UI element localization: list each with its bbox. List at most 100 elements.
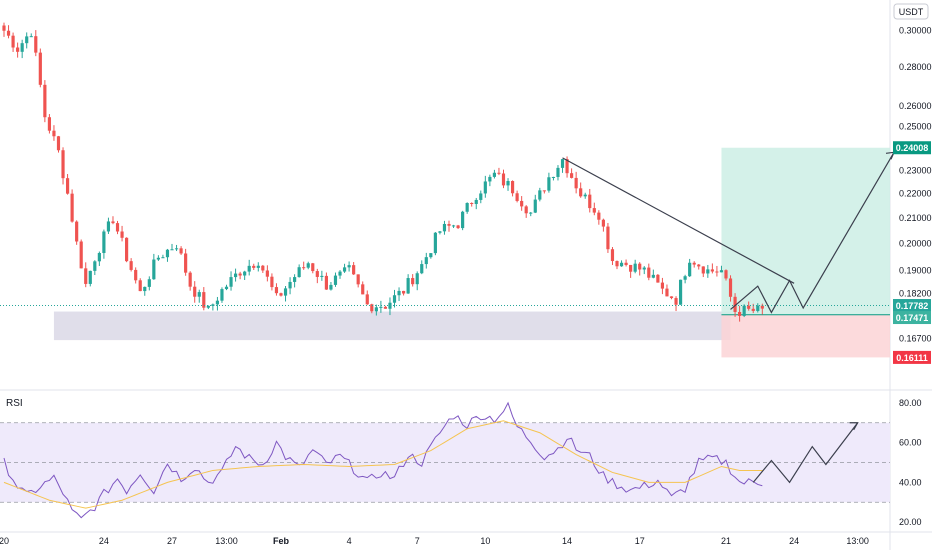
candle — [38, 48, 42, 88]
candle-body — [333, 275, 338, 285]
candle — [6, 25, 11, 39]
rsi-projection-path — [752, 422, 859, 484]
candle-body — [56, 136, 61, 151]
candle-body — [261, 265, 265, 271]
candle — [279, 292, 283, 297]
candle — [588, 188, 592, 213]
candle — [624, 259, 628, 267]
candle — [152, 253, 156, 280]
candle-body — [47, 117, 51, 131]
candle — [442, 220, 447, 235]
candle — [574, 171, 578, 194]
candle-body — [756, 305, 760, 311]
candle-body — [433, 232, 437, 254]
price-badge-bg — [893, 299, 931, 313]
candle-body — [701, 266, 705, 274]
candle-body — [688, 262, 692, 277]
price-badge-last: 0.17782 — [893, 299, 931, 313]
candle — [610, 247, 615, 266]
candle-body — [16, 47, 20, 52]
candle-body — [88, 270, 92, 284]
candle — [402, 290, 406, 296]
candle-body — [451, 225, 456, 227]
time-tick-label: 4 — [347, 536, 352, 546]
candle-body — [25, 36, 29, 44]
candle — [615, 260, 619, 270]
candle-body — [447, 223, 451, 226]
candle — [125, 237, 129, 263]
candle-body — [233, 273, 238, 278]
candle — [633, 259, 637, 274]
candle — [70, 189, 74, 223]
candle — [424, 252, 428, 269]
candle-body — [43, 84, 47, 118]
candle-body — [470, 202, 474, 204]
candle-body — [429, 253, 433, 258]
candle — [619, 260, 624, 267]
candle — [16, 42, 20, 58]
price-tick-label: 0.16700 — [899, 334, 932, 344]
candle — [43, 80, 47, 123]
price-tick-label: 0.18200 — [899, 288, 932, 298]
rsi-projection-arrowhead — [849, 422, 859, 431]
candle-body — [379, 306, 383, 308]
candle-body — [538, 190, 542, 200]
candle — [88, 270, 92, 287]
candle-body — [624, 262, 628, 265]
candle — [510, 180, 515, 197]
candle-body — [402, 290, 406, 294]
candle — [415, 271, 419, 291]
candle — [388, 297, 392, 316]
candle-body — [165, 249, 170, 258]
candle-body — [170, 249, 174, 251]
candle — [651, 269, 655, 279]
candle-body — [6, 30, 11, 36]
candle-body — [184, 253, 188, 273]
candle-body — [647, 267, 651, 278]
candle-body — [742, 305, 746, 316]
candle — [683, 274, 687, 284]
candle-body — [238, 273, 242, 276]
candle-body — [415, 273, 419, 285]
candle-body — [374, 307, 378, 312]
candle-body — [747, 305, 751, 309]
candle — [156, 255, 160, 261]
candle-body — [274, 287, 279, 294]
candle-body — [52, 130, 56, 137]
candle-body — [728, 278, 733, 297]
candle-body — [143, 286, 147, 292]
candle-body — [102, 231, 106, 253]
candle — [361, 281, 365, 295]
candle-body — [665, 288, 669, 297]
candle-body — [738, 311, 742, 316]
candle — [529, 211, 533, 217]
candle-body — [125, 237, 129, 262]
candle-body — [288, 281, 292, 289]
candle — [165, 248, 170, 262]
price-badge-bg — [893, 311, 931, 325]
candle-body — [352, 265, 356, 275]
candle-body — [629, 264, 633, 272]
candle-body — [97, 252, 101, 262]
candle — [533, 194, 537, 214]
candle-body — [492, 172, 496, 177]
candle — [333, 272, 338, 287]
candle — [374, 304, 378, 316]
candle — [674, 296, 678, 312]
candle — [506, 178, 510, 191]
candle-body — [479, 193, 483, 200]
candle-body — [547, 177, 551, 191]
price-tick-label: 0.26000 — [899, 101, 932, 111]
candle-body — [370, 304, 374, 312]
currency-button[interactable]: USDT — [893, 3, 929, 20]
candle — [638, 262, 642, 276]
candle-body — [106, 221, 111, 232]
candle-body — [606, 226, 610, 250]
candle-body — [579, 188, 583, 197]
stop-zone — [721, 314, 890, 358]
candle-body — [601, 219, 605, 227]
time-tick-label: Feb — [273, 536, 290, 546]
candle — [188, 271, 192, 291]
candle — [270, 273, 274, 291]
